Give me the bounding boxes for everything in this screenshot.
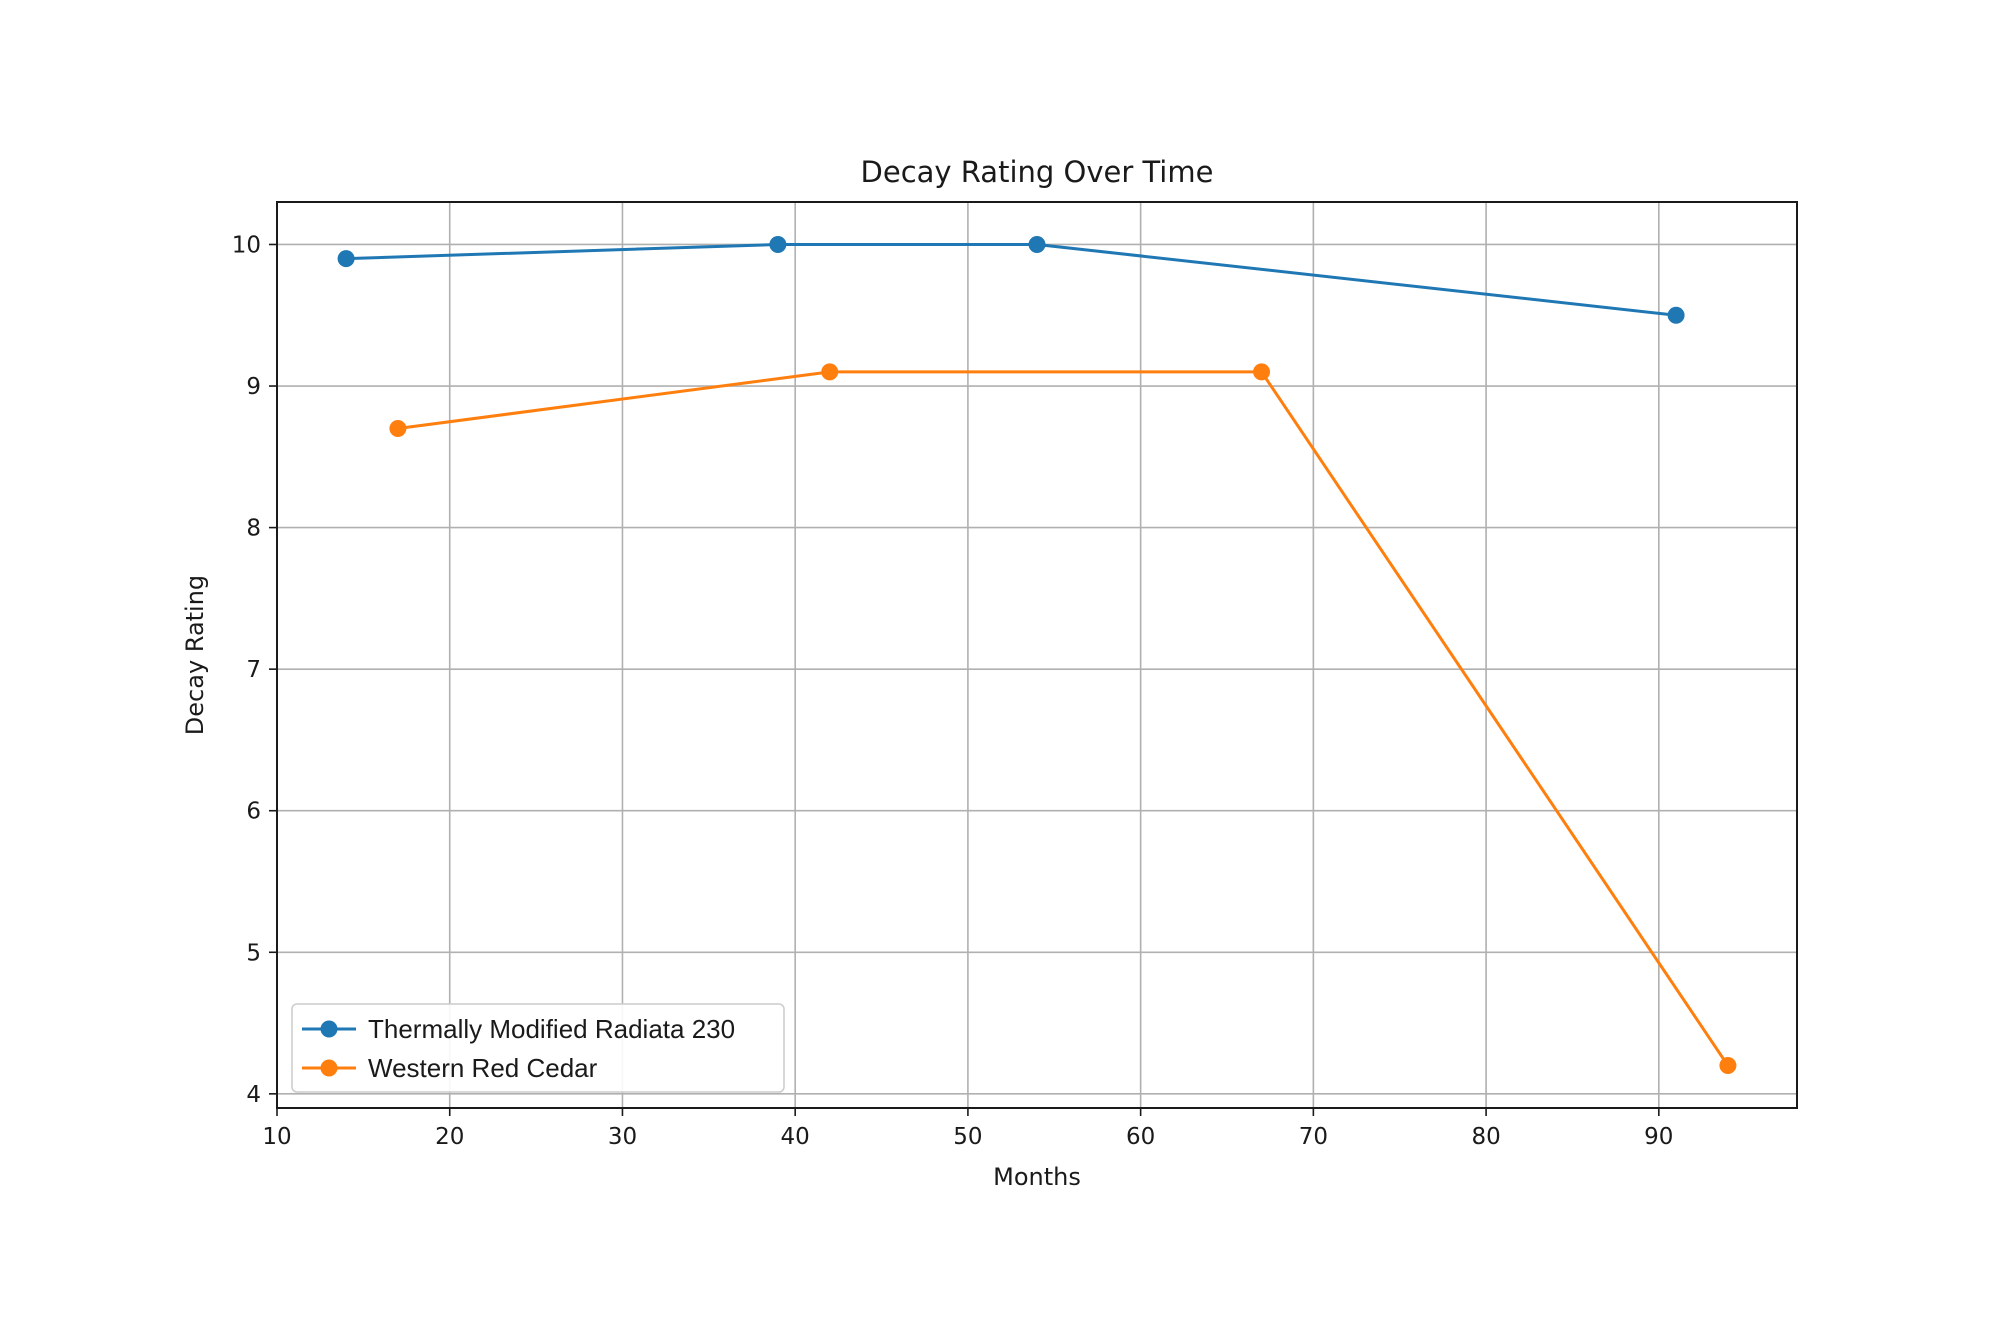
data-point xyxy=(769,235,787,253)
x-axis-label: Months xyxy=(993,1163,1081,1191)
y-axis-label: Decay Rating xyxy=(181,575,209,735)
data-point xyxy=(337,250,355,268)
x-tick-label: 50 xyxy=(953,1124,982,1150)
legend-marker xyxy=(320,1059,338,1077)
x-tick-label: 30 xyxy=(608,1124,637,1150)
legend-box xyxy=(291,1003,785,1093)
data-point xyxy=(1719,1057,1737,1075)
legend: Thermally Modified Radiata 230 Western Re… xyxy=(291,1003,785,1093)
y-tick-label: 4 xyxy=(246,1082,261,1108)
data-point xyxy=(1028,235,1046,253)
x-tick-label: 10 xyxy=(262,1124,291,1150)
series-layer xyxy=(337,235,1737,1075)
data-point xyxy=(821,363,839,381)
y-tick-label: 6 xyxy=(246,799,261,825)
data-point xyxy=(1253,363,1271,381)
x-tick-label: 70 xyxy=(1299,1124,1328,1150)
y-tick-label: 7 xyxy=(246,657,261,683)
x-tick-label: 60 xyxy=(1126,1124,1155,1150)
axis-ticks: 10 20 30 40 50 60 70 80 90 4 5 6 7 8 9 10 xyxy=(232,232,1674,1150)
legend-marker xyxy=(320,1020,338,1038)
legend-label: Thermally Modified Radiata 230 xyxy=(368,1014,735,1044)
chart-title: Decay Rating Over Time xyxy=(861,155,1214,189)
y-tick-label: 5 xyxy=(246,940,261,966)
x-tick-label: 20 xyxy=(435,1124,464,1150)
data-point xyxy=(1667,306,1685,324)
x-tick-label: 80 xyxy=(1471,1124,1500,1150)
y-tick-label: 10 xyxy=(232,232,261,258)
grid xyxy=(276,202,1797,1108)
y-tick-label: 8 xyxy=(246,516,261,542)
legend-label: Western Red Cedar xyxy=(368,1053,598,1083)
plot-frame xyxy=(276,201,1798,1109)
x-tick-label: 40 xyxy=(781,1124,810,1150)
y-tick-label: 9 xyxy=(246,374,261,400)
data-point xyxy=(389,420,407,437)
x-tick-label: 90 xyxy=(1644,1124,1673,1150)
series-line-1 xyxy=(346,242,1677,317)
series-line-2 xyxy=(397,370,1730,1067)
